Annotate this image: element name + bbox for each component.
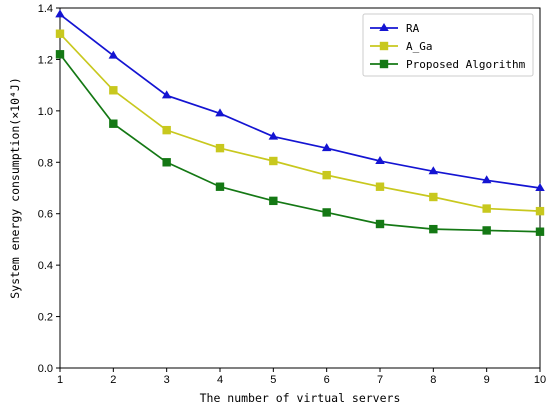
data-point	[375, 182, 385, 191]
legend-marker	[379, 41, 389, 51]
data-point	[108, 50, 119, 59]
series-line	[59, 33, 541, 212]
data-point	[482, 204, 491, 213]
legend-marker	[379, 23, 389, 31]
legend-label: A_Ga	[406, 40, 433, 53]
data-point	[215, 143, 225, 153]
data-point	[321, 143, 332, 152]
legend-label: Proposed Algorithm	[406, 58, 526, 71]
data-point	[322, 170, 331, 180]
data-point	[429, 224, 438, 234]
data-point	[161, 90, 172, 99]
axes: 1 2 3 4 5 6 7 8 9 10 0.0 0.2 0.4 0.6 0.8 1.0 1.2 1.4	[38, 3, 546, 386]
series-line	[59, 13, 541, 189]
legend-box	[362, 13, 534, 77]
x-axis-title: The number of virtual servers	[200, 391, 401, 405]
data-point	[429, 192, 438, 202]
x-tick-label: 3	[164, 374, 170, 386]
x-tick-label: 4	[217, 374, 223, 386]
data-point	[375, 156, 385, 164]
data-point	[482, 226, 491, 235]
series-line	[59, 53, 541, 233]
series-layer	[55, 9, 545, 236]
data-point	[215, 108, 225, 117]
y-tick-label: 0.0	[38, 363, 53, 375]
y-tick-label: 0.8	[38, 157, 53, 169]
series-2	[55, 29, 545, 216]
data-point	[55, 50, 65, 59]
data-point	[481, 175, 492, 184]
data-point	[162, 125, 171, 135]
y-tick-label: 1.2	[38, 54, 53, 66]
data-point	[375, 219, 385, 229]
legend: RA A_Ga Proposed Algorithm	[362, 13, 534, 77]
x-tick-label: 7	[377, 374, 383, 386]
legend-label: RA	[406, 22, 420, 35]
x-tick-label: 10	[534, 374, 546, 386]
y-tick-label: 1.4	[38, 3, 53, 15]
data-point	[322, 208, 331, 217]
data-point	[535, 183, 545, 191]
y-tick-label: 0.4	[38, 260, 53, 272]
y-tick-label: 0.6	[38, 209, 53, 221]
series-3	[55, 50, 545, 236]
data-point	[269, 156, 278, 166]
data-point	[55, 9, 65, 18]
data-point	[535, 206, 545, 216]
x-tick-label: 6	[324, 374, 330, 386]
series-1	[55, 9, 545, 191]
x-tick-label: 2	[110, 374, 116, 386]
data-point	[109, 119, 118, 128]
y-tick-label: 0.2	[38, 312, 53, 324]
data-point	[109, 86, 118, 95]
x-tick-label: 5	[270, 374, 276, 386]
data-point	[269, 196, 278, 206]
data-point	[162, 158, 171, 167]
legend-marker	[379, 59, 389, 69]
data-point	[55, 29, 65, 38]
data-point	[535, 227, 545, 236]
data-point	[215, 182, 225, 191]
data-point	[268, 131, 279, 140]
y-tick-label: 1.0	[38, 106, 53, 118]
x-tick-label: 8	[430, 374, 436, 386]
y-axis-title: System energy consumption(×10⁴J)	[8, 77, 22, 299]
x-tick-label: 9	[484, 374, 490, 386]
data-point	[428, 166, 439, 175]
x-tick-label: 1	[57, 374, 63, 386]
